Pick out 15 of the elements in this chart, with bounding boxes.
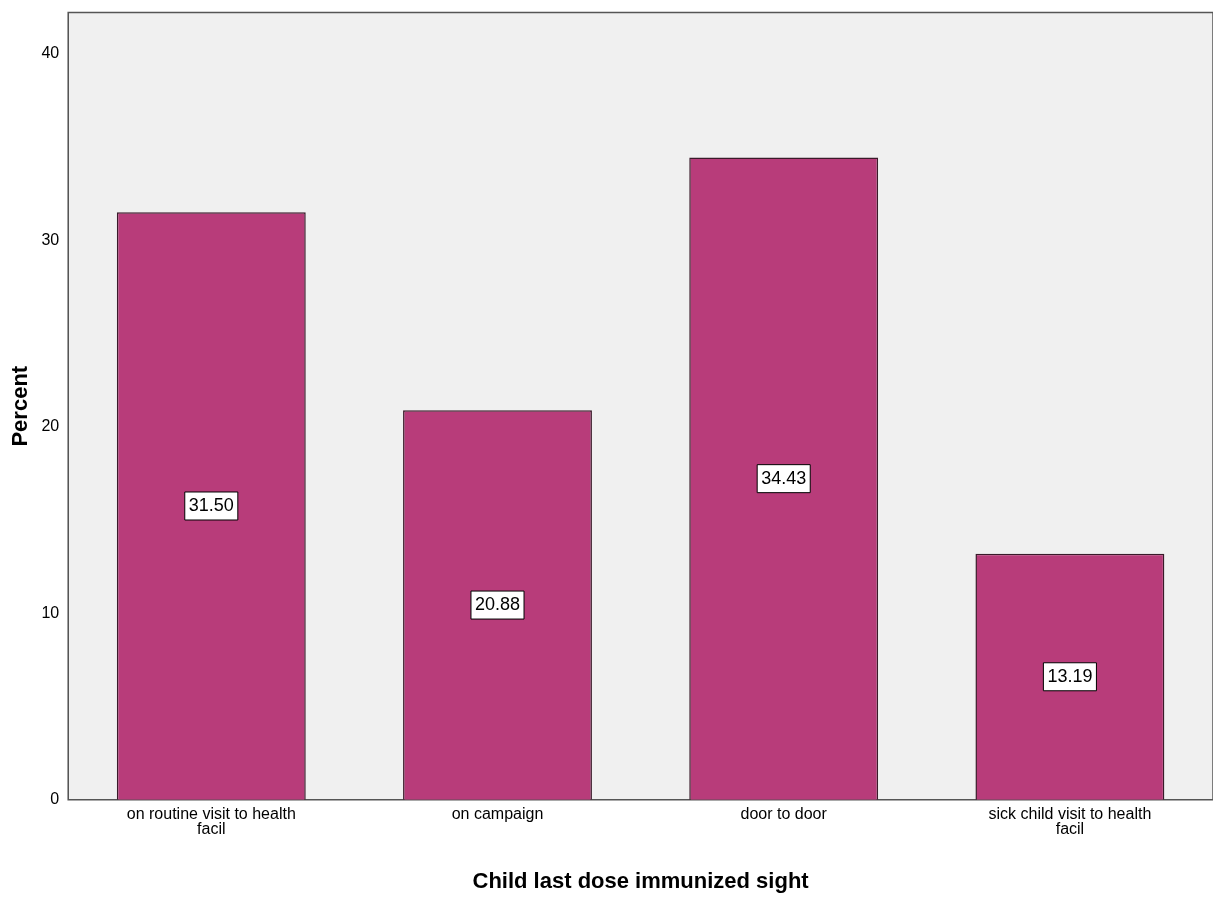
x-axis-title: Child last dose immunized sight bbox=[472, 867, 810, 893]
y-tick-label: 30 bbox=[41, 230, 60, 248]
x-tick-label: sick child visit to health facil bbox=[988, 805, 1152, 837]
x-tick-label: on routine visit to health facil bbox=[126, 805, 296, 837]
y-tick-label: 0 bbox=[50, 790, 60, 808]
data-label: 31.50 bbox=[188, 494, 234, 515]
data-label: 20.88 bbox=[474, 594, 521, 615]
data-label: 13.19 bbox=[1047, 665, 1093, 686]
data-label: 34.43 bbox=[761, 467, 807, 488]
y-tick-label: 40 bbox=[41, 44, 60, 62]
y-tick-label: 20 bbox=[41, 417, 60, 435]
x-tick-label: on campaign bbox=[451, 805, 544, 823]
y-tick-label: 10 bbox=[41, 603, 60, 621]
x-tick-label: door to door bbox=[740, 805, 828, 823]
y-axis-title: Percent bbox=[7, 365, 33, 447]
